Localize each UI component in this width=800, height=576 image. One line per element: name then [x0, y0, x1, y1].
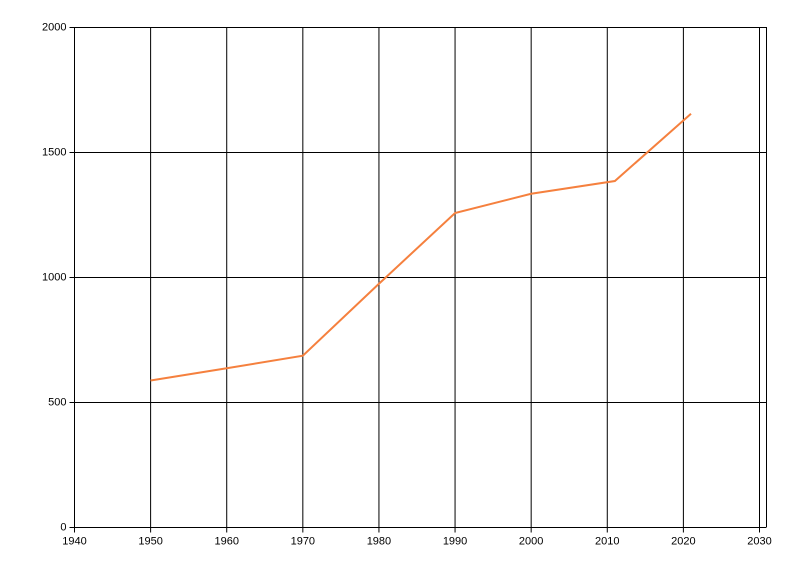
x-tick-label: 1990 [443, 535, 467, 547]
y-tick-label: 1000 [42, 271, 66, 283]
y-tick-label: 0 [60, 521, 66, 533]
x-tick-label: 2000 [519, 535, 543, 547]
x-tick-label: 1950 [138, 535, 162, 547]
x-tick-label: 2010 [595, 535, 619, 547]
y-tick-label: 1500 [42, 146, 66, 158]
x-tick-label: 2030 [747, 535, 771, 547]
x-tick-label: 1980 [367, 535, 391, 547]
data-line [150, 113, 692, 382]
x-tick-label: 2020 [671, 535, 695, 547]
y-tick-label: 2000 [42, 21, 66, 33]
y-tick-label: 500 [48, 396, 66, 408]
x-tick-label: 1960 [214, 535, 238, 547]
x-tick-label: 1940 [62, 535, 86, 547]
x-tick-label: 1970 [291, 535, 315, 547]
